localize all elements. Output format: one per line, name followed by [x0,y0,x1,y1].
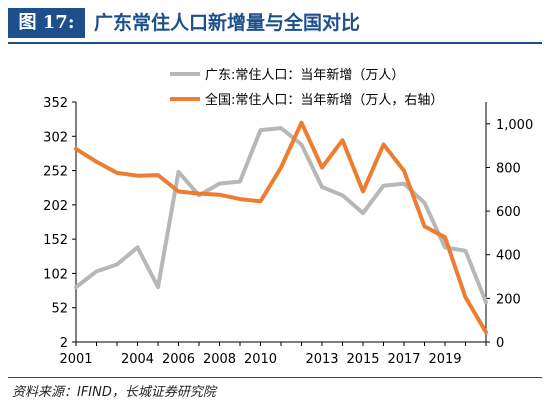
x-tick-label: 2013 [305,352,338,367]
legend-label-national: 全国:常住人口：当年新增（万人，右轴） [205,92,443,108]
line-chart: 广东:常住人口：当年新增（万人）全国:常住人口：当年新增（万人，右轴） 3523… [43,67,533,367]
y-right-tick-label: 600 [496,205,521,220]
y-right-tick-label: 200 [496,292,521,307]
y-right-tick-label: 800 [496,161,521,176]
bottom-rule [8,377,542,378]
y-left-tick-label: 52 [51,302,68,317]
x-tick-label: 2019 [428,352,461,367]
y-right-tick-label: 0 [496,336,504,351]
series-line-guangdong [74,126,488,305]
y-left-tick-label: 302 [43,130,68,145]
y-left-tick-label: 152 [43,233,68,248]
y-left-tick-label: 102 [43,267,68,282]
y-left-tick-label: 352 [43,96,68,111]
legend-label-guangdong: 广东:常住人口：当年新增（万人） [205,67,404,83]
y-left-tick-label: 252 [43,165,68,180]
x-tick-label: 2006 [162,352,195,367]
y-right-tick-label: 1,000 [496,118,533,133]
series-lines [74,120,488,335]
figure-title: 广东常住人口新增量与全国对比 [94,12,361,34]
x-tick-label: 2010 [244,352,277,367]
title-rule [8,42,542,44]
title-bar: 图 17: 广东常住人口新增量与全国对比 [0,0,550,44]
x-tick-label: 2015 [346,352,379,367]
source-note: 资料来源：IFIND，长城证券研究院 [12,385,216,400]
x-tick-label: 2008 [203,352,236,367]
y-left-tick-label: 202 [43,199,68,214]
x-tick-label: 2017 [387,352,420,367]
figure-tag: 图 17: [8,8,85,38]
legend: 广东:常住人口：当年新增（万人） 全国:常住人口：当年新增（万人，右轴） [170,67,443,108]
y-left-tick-label: 2 [60,336,68,351]
series-line-national [74,120,488,335]
x-tick-label: 2001 [59,352,92,367]
axes: 352 302 252 202 152 102 52 2 0 200 400 600 800 1,000 2… [43,96,533,367]
x-tick-label: 2004 [121,352,154,367]
y-right-tick-label: 400 [496,249,521,264]
